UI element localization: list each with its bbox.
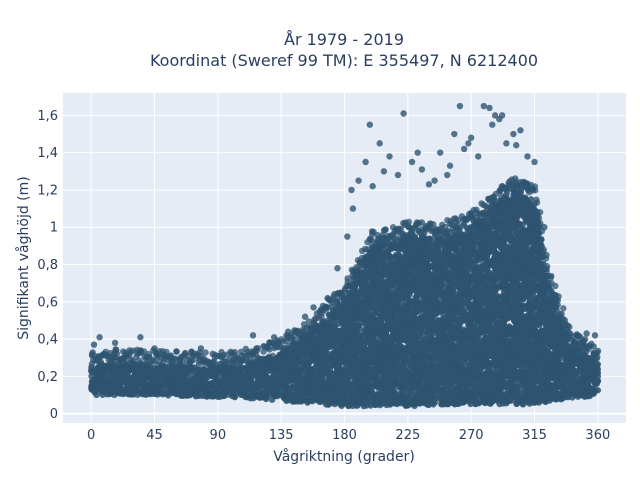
data-point bbox=[294, 327, 302, 335]
data-point bbox=[113, 350, 121, 357]
data-point bbox=[120, 357, 127, 365]
data-point bbox=[231, 393, 239, 401]
data-points bbox=[87, 102, 602, 410]
data-point bbox=[145, 350, 153, 358]
data-point bbox=[382, 226, 389, 233]
data-point bbox=[416, 219, 423, 227]
data-point bbox=[173, 348, 180, 355]
data-point bbox=[93, 391, 100, 399]
data-point bbox=[405, 218, 413, 226]
data-point bbox=[105, 371, 112, 379]
data-point bbox=[195, 362, 202, 369]
data-point bbox=[178, 358, 186, 366]
data-point bbox=[254, 344, 262, 352]
data-point bbox=[188, 357, 195, 364]
data-point bbox=[140, 348, 148, 355]
data-point bbox=[117, 384, 124, 392]
data-point bbox=[202, 349, 209, 356]
data-point bbox=[323, 305, 330, 312]
